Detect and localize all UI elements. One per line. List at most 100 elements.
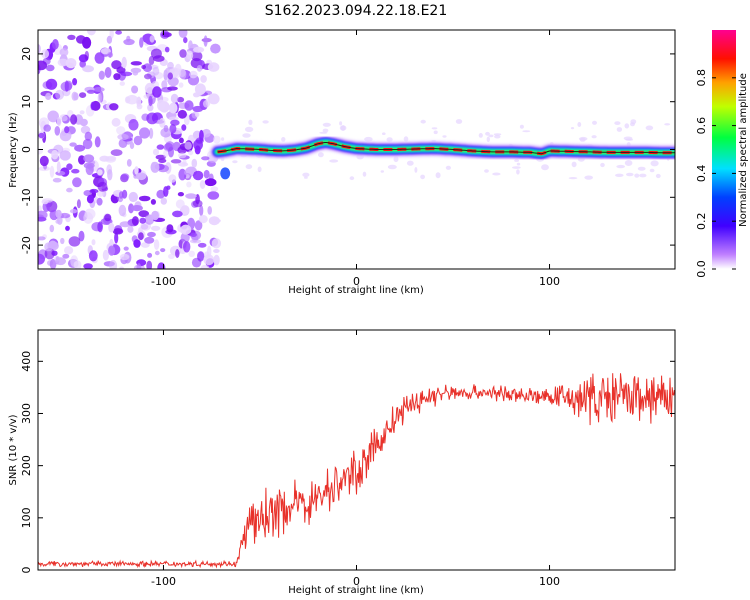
heatmap-noise-blob: [67, 34, 76, 41]
heatmap-noise-blob: [126, 94, 138, 105]
heatmap-noise-blob: [108, 222, 115, 233]
heatmap-noise-blob: [54, 126, 61, 136]
heatmap-noise-blob: [184, 100, 194, 111]
heatmap-noise-blob: [45, 78, 58, 90]
heatmap-faint-noise: [329, 159, 339, 163]
heatmap-noise-blob: [198, 215, 208, 224]
heatmap-noise-blob: [119, 81, 126, 86]
heatmap-noise-blob: [149, 127, 154, 139]
heatmap-noise-blob: [168, 102, 178, 114]
heatmap-faint-noise: [664, 123, 671, 126]
heatmap-noise-blob: [152, 86, 162, 98]
heatmap-noise-blob: [152, 66, 160, 76]
heatmap-noise-blob: [94, 136, 101, 148]
heatmap-noise-blob: [168, 116, 179, 121]
heatmap-noise-blob: [178, 30, 188, 38]
heatmap-noise-blob: [154, 250, 160, 256]
bottom-x-tick-label: -100: [151, 575, 176, 588]
heatmap-noise-blob: [150, 225, 161, 231]
heatmap-noise-blob: [65, 225, 70, 231]
heatmap-noise-blob: [90, 101, 95, 111]
heatmap-noise-blob: [118, 191, 124, 199]
heatmap-noise-blob: [200, 264, 210, 269]
heatmap-noise-blob: [52, 39, 59, 50]
heatmap-noise-blob: [107, 52, 114, 58]
heatmap-noise-blob: [199, 180, 206, 189]
heatmap-noise-blob: [191, 158, 198, 168]
heatmap-faint-noise: [318, 152, 324, 158]
heatmap-faint-noise: [232, 160, 238, 164]
heatmap-noise-blob: [190, 232, 197, 237]
heatmap-noise-blob: [123, 38, 135, 46]
heatmap-noise-blob: [178, 137, 184, 144]
heatmap-faint-noise: [248, 119, 253, 126]
heatmap-faint-noise: [623, 136, 633, 141]
heatmap-noise-blob: [86, 194, 94, 204]
heatmap-noise-blob: [99, 155, 110, 162]
heatmap-noise-blob: [97, 181, 108, 192]
heatmap-noise-blob: [133, 239, 141, 248]
heatmap-noise-blob: [62, 253, 70, 259]
heatmap-noise-blob: [93, 87, 105, 92]
heatmap-noise-blob: [207, 62, 220, 72]
heatmap-faint-noise: [349, 176, 355, 181]
heatmap-faint-noise: [339, 121, 343, 126]
heatmap-noise-blob: [184, 141, 192, 150]
heatmap-noise-blob: [183, 241, 191, 253]
heatmap-noise-blob: [98, 70, 105, 80]
top-ylabel: Frequency (Hz): [8, 112, 19, 188]
heatmap-noise-blob: [128, 191, 138, 203]
heatmap-noise-blob: [151, 210, 160, 221]
heatmap-faint-noise: [614, 121, 621, 125]
heatmap-noise-blob: [203, 254, 215, 266]
heatmap-noise-blob: [138, 210, 149, 218]
heatmap-noise-blob: [139, 127, 150, 139]
heatmap-noise-blob: [193, 139, 204, 151]
heatmap-noise-blob: [213, 249, 220, 253]
heatmap-area: [38, 30, 675, 269]
heatmap-faint-noise: [380, 170, 384, 173]
heatmap-faint-noise: [393, 156, 399, 163]
heatmap-noise-blob: [82, 65, 94, 73]
heatmap-faint-noise: [364, 136, 373, 142]
heatmap-faint-noise: [655, 173, 661, 179]
heatmap-noise-blob: [52, 177, 62, 183]
heatmap-noise-blob: [192, 105, 204, 113]
heatmap-noise-blob: [71, 168, 80, 174]
heatmap-noise-blob: [163, 142, 174, 152]
heatmap-faint-noise: [591, 135, 597, 139]
heatmap-noise-blob: [172, 210, 183, 218]
heatmap-noise-blob: [203, 35, 208, 47]
heatmap-faint-noise: [592, 120, 597, 125]
heatmap-noise-blob: [84, 131, 93, 141]
heatmap-faint-noise: [522, 130, 531, 133]
heatmap-noise-blob: [89, 188, 99, 194]
heatmap-noise-blob: [96, 197, 103, 206]
heatmap-noise-blob: [38, 44, 41, 54]
heatmap-noise-blob: [139, 217, 146, 224]
heatmap-noise-blob: [152, 148, 160, 156]
heatmap-noise-blob: [173, 68, 182, 79]
heatmap-noise-blob: [120, 71, 133, 77]
bottom-y-tick-label: 300: [20, 403, 33, 424]
heatmap-noise-blob: [55, 219, 60, 224]
heatmap-noise-blob: [64, 246, 74, 255]
heatmap-noise-blob: [104, 213, 112, 222]
heatmap-noise-blob: [200, 75, 207, 83]
heatmap-noise-blob: [177, 152, 187, 159]
heatmap-faint-noise: [584, 175, 593, 180]
heatmap-noise-blob: [175, 199, 185, 209]
carrier-start-blob: [220, 167, 231, 180]
heatmap-faint-noise: [455, 119, 463, 124]
heatmap-faint-noise: [244, 126, 254, 132]
heatmap-noise-blob: [109, 238, 114, 248]
heatmap-faint-noise: [541, 164, 549, 171]
heatmap-noise-blob: [202, 100, 210, 108]
heatmap-faint-noise: [382, 132, 386, 135]
heatmap-noise-blob: [47, 110, 59, 123]
heatmap-faint-noise: [403, 136, 409, 142]
heatmap-noise-blob: [147, 252, 153, 258]
heatmap-noise-blob: [140, 242, 150, 248]
heatmap-noise-blob: [144, 73, 152, 80]
